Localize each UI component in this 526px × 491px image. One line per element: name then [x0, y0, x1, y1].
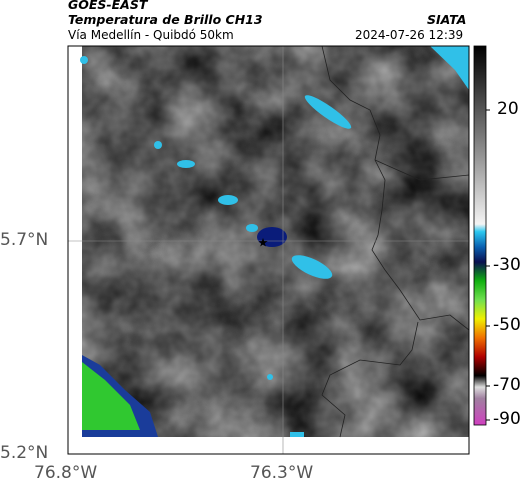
lon-label: 76.8°W: [34, 463, 98, 483]
lat-label: 5.7°N: [0, 230, 49, 250]
subtitle: Vía Medellín - Quibdó 50km: [68, 28, 234, 42]
colorbar-label: -70: [493, 375, 521, 395]
colorbar-label: -50: [493, 315, 521, 335]
colorbar-ticks: [486, 109, 490, 421]
location-marker: ★: [258, 236, 269, 250]
title: Temperatura de Brillo CH13: [68, 12, 263, 27]
borders: [321, 45, 470, 438]
cold-clouds: [80, 46, 469, 437]
lon-label: 76.3°W: [250, 463, 314, 483]
lat-label: 5.2°N: [0, 443, 49, 463]
colorbar-label: -90: [493, 409, 521, 429]
colorbar-label: 20: [497, 99, 519, 119]
organization: SIATA: [427, 12, 467, 27]
timestamp: 2024-07-26 12:39: [355, 28, 464, 42]
map-frame: [67, 45, 470, 455]
colorbar: [473, 45, 487, 426]
satellite: GOES-EAST: [68, 0, 148, 12]
colorbar-label: -30: [493, 255, 521, 275]
